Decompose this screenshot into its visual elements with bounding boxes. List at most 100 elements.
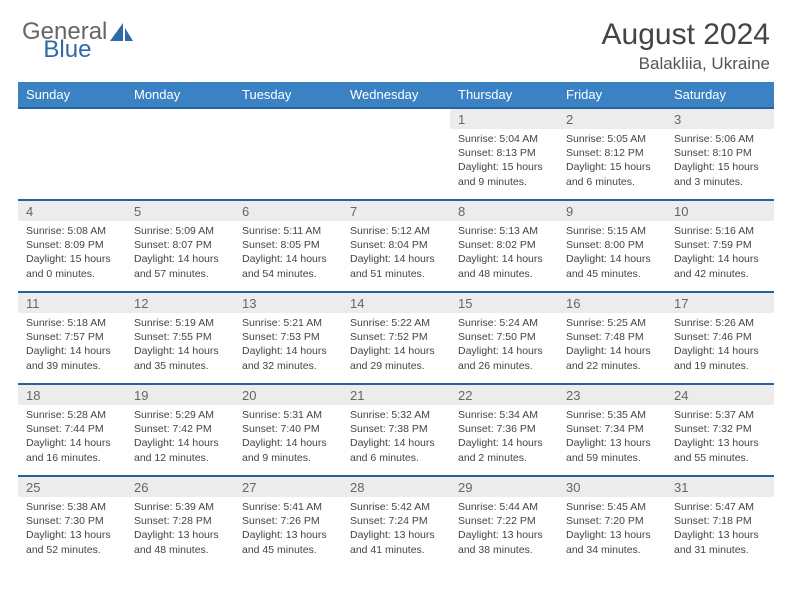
calendar-day-cell: 26Sunrise: 5:39 AMSunset: 7:28 PMDayligh… [126, 476, 234, 568]
day-number: 14 [342, 293, 450, 313]
sunrise-line: Sunrise: 5:31 AM [242, 408, 334, 422]
sunrise-line: Sunrise: 5:37 AM [674, 408, 766, 422]
calendar-day-cell: 15Sunrise: 5:24 AMSunset: 7:50 PMDayligh… [450, 292, 558, 384]
calendar-day-cell: 5Sunrise: 5:09 AMSunset: 8:07 PMDaylight… [126, 200, 234, 292]
day-number [18, 109, 126, 127]
sunset-line: Sunset: 7:42 PM [134, 422, 226, 436]
day-number [126, 109, 234, 127]
day-number [234, 109, 342, 127]
day-details: Sunrise: 5:34 AMSunset: 7:36 PMDaylight:… [450, 405, 558, 469]
calendar-day-cell: 10Sunrise: 5:16 AMSunset: 7:59 PMDayligh… [666, 200, 774, 292]
weekday-header: Tuesday [234, 82, 342, 108]
title-block: August 2024 Balakliia, Ukraine [602, 18, 770, 74]
calendar-day-cell: 20Sunrise: 5:31 AMSunset: 7:40 PMDayligh… [234, 384, 342, 476]
day-number: 22 [450, 385, 558, 405]
sunrise-line: Sunrise: 5:16 AM [674, 224, 766, 238]
daylight-line: Daylight: 13 hours and 59 minutes. [566, 436, 658, 464]
day-details: Sunrise: 5:42 AMSunset: 7:24 PMDaylight:… [342, 497, 450, 561]
sunset-line: Sunset: 7:59 PM [674, 238, 766, 252]
brand-part2: Blue [43, 36, 91, 63]
calendar-day-cell: 4Sunrise: 5:08 AMSunset: 8:09 PMDaylight… [18, 200, 126, 292]
day-number: 23 [558, 385, 666, 405]
calendar-day-cell: 9Sunrise: 5:15 AMSunset: 8:00 PMDaylight… [558, 200, 666, 292]
daylight-line: Daylight: 13 hours and 52 minutes. [26, 528, 118, 556]
day-number: 18 [18, 385, 126, 405]
calendar-week-row: 1Sunrise: 5:04 AMSunset: 8:13 PMDaylight… [18, 108, 774, 200]
calendar-day-cell: 22Sunrise: 5:34 AMSunset: 7:36 PMDayligh… [450, 384, 558, 476]
calendar-day-cell: 11Sunrise: 5:18 AMSunset: 7:57 PMDayligh… [18, 292, 126, 384]
day-number: 8 [450, 201, 558, 221]
daylight-line: Daylight: 14 hours and 35 minutes. [134, 344, 226, 372]
sunrise-line: Sunrise: 5:45 AM [566, 500, 658, 514]
sunset-line: Sunset: 7:50 PM [458, 330, 550, 344]
month-title: August 2024 [602, 18, 770, 52]
sunrise-line: Sunrise: 5:24 AM [458, 316, 550, 330]
calendar-day-cell: 16Sunrise: 5:25 AMSunset: 7:48 PMDayligh… [558, 292, 666, 384]
sunset-line: Sunset: 8:12 PM [566, 146, 658, 160]
day-number: 6 [234, 201, 342, 221]
calendar-day-cell: 8Sunrise: 5:13 AMSunset: 8:02 PMDaylight… [450, 200, 558, 292]
day-details: Sunrise: 5:18 AMSunset: 7:57 PMDaylight:… [18, 313, 126, 377]
sunrise-line: Sunrise: 5:13 AM [458, 224, 550, 238]
calendar-day-cell: 1Sunrise: 5:04 AMSunset: 8:13 PMDaylight… [450, 108, 558, 200]
sunset-line: Sunset: 8:05 PM [242, 238, 334, 252]
sunset-line: Sunset: 8:00 PM [566, 238, 658, 252]
calendar-day-cell: 23Sunrise: 5:35 AMSunset: 7:34 PMDayligh… [558, 384, 666, 476]
calendar-day-cell: 21Sunrise: 5:32 AMSunset: 7:38 PMDayligh… [342, 384, 450, 476]
day-details: Sunrise: 5:06 AMSunset: 8:10 PMDaylight:… [666, 129, 774, 193]
sunrise-line: Sunrise: 5:28 AM [26, 408, 118, 422]
sunset-line: Sunset: 7:32 PM [674, 422, 766, 436]
weekday-header: Wednesday [342, 82, 450, 108]
sunset-line: Sunset: 8:09 PM [26, 238, 118, 252]
day-number: 17 [666, 293, 774, 313]
weekday-header: Friday [558, 82, 666, 108]
day-number [342, 109, 450, 127]
sunrise-line: Sunrise: 5:11 AM [242, 224, 334, 238]
day-details: Sunrise: 5:08 AMSunset: 8:09 PMDaylight:… [18, 221, 126, 285]
day-details: Sunrise: 5:21 AMSunset: 7:53 PMDaylight:… [234, 313, 342, 377]
day-details: Sunrise: 5:38 AMSunset: 7:30 PMDaylight:… [18, 497, 126, 561]
sunset-line: Sunset: 7:24 PM [350, 514, 442, 528]
day-number: 20 [234, 385, 342, 405]
sunset-line: Sunset: 7:34 PM [566, 422, 658, 436]
day-number: 12 [126, 293, 234, 313]
daylight-line: Daylight: 14 hours and 32 minutes. [242, 344, 334, 372]
daylight-line: Daylight: 14 hours and 19 minutes. [674, 344, 766, 372]
day-details: Sunrise: 5:44 AMSunset: 7:22 PMDaylight:… [450, 497, 558, 561]
day-details: Sunrise: 5:35 AMSunset: 7:34 PMDaylight:… [558, 405, 666, 469]
sunrise-line: Sunrise: 5:26 AM [674, 316, 766, 330]
sunrise-line: Sunrise: 5:09 AM [134, 224, 226, 238]
daylight-line: Daylight: 14 hours and 22 minutes. [566, 344, 658, 372]
daylight-line: Daylight: 14 hours and 26 minutes. [458, 344, 550, 372]
weekday-header: Saturday [666, 82, 774, 108]
day-details: Sunrise: 5:12 AMSunset: 8:04 PMDaylight:… [342, 221, 450, 285]
calendar-day-cell: 24Sunrise: 5:37 AMSunset: 7:32 PMDayligh… [666, 384, 774, 476]
day-details: Sunrise: 5:04 AMSunset: 8:13 PMDaylight:… [450, 129, 558, 193]
day-number: 27 [234, 477, 342, 497]
sunrise-line: Sunrise: 5:05 AM [566, 132, 658, 146]
header-bar: General Blue August 2024 Balakliia, Ukra… [18, 18, 774, 74]
day-details: Sunrise: 5:39 AMSunset: 7:28 PMDaylight:… [126, 497, 234, 561]
day-details: Sunrise: 5:28 AMSunset: 7:44 PMDaylight:… [18, 405, 126, 469]
calendar-day-cell: 2Sunrise: 5:05 AMSunset: 8:12 PMDaylight… [558, 108, 666, 200]
day-details: Sunrise: 5:26 AMSunset: 7:46 PMDaylight:… [666, 313, 774, 377]
sunset-line: Sunset: 7:20 PM [566, 514, 658, 528]
day-number: 3 [666, 109, 774, 129]
day-details: Sunrise: 5:16 AMSunset: 7:59 PMDaylight:… [666, 221, 774, 285]
weekday-header: Sunday [18, 82, 126, 108]
day-number: 21 [342, 385, 450, 405]
sunrise-line: Sunrise: 5:25 AM [566, 316, 658, 330]
sunset-line: Sunset: 7:30 PM [26, 514, 118, 528]
calendar-day-cell: 18Sunrise: 5:28 AMSunset: 7:44 PMDayligh… [18, 384, 126, 476]
daylight-line: Daylight: 14 hours and 48 minutes. [458, 252, 550, 280]
day-details: Sunrise: 5:11 AMSunset: 8:05 PMDaylight:… [234, 221, 342, 285]
calendar-day-cell: 19Sunrise: 5:29 AMSunset: 7:42 PMDayligh… [126, 384, 234, 476]
calendar-day-cell: 12Sunrise: 5:19 AMSunset: 7:55 PMDayligh… [126, 292, 234, 384]
day-details: Sunrise: 5:19 AMSunset: 7:55 PMDaylight:… [126, 313, 234, 377]
daylight-line: Daylight: 14 hours and 12 minutes. [134, 436, 226, 464]
sunset-line: Sunset: 7:36 PM [458, 422, 550, 436]
sunset-line: Sunset: 7:40 PM [242, 422, 334, 436]
daylight-line: Daylight: 15 hours and 9 minutes. [458, 160, 550, 188]
sunrise-line: Sunrise: 5:39 AM [134, 500, 226, 514]
daylight-line: Daylight: 14 hours and 39 minutes. [26, 344, 118, 372]
